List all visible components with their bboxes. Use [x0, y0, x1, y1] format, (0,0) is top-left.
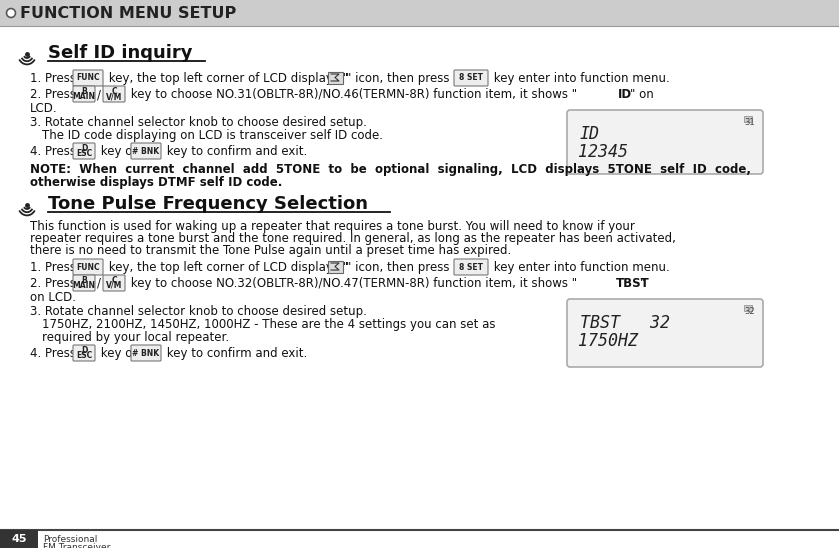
Text: C: C [112, 276, 117, 285]
FancyBboxPatch shape [744, 305, 753, 311]
Text: 12345: 12345 [578, 143, 628, 161]
Text: key, the top left corner of LCD displays ": key, the top left corner of LCD displays… [105, 72, 348, 85]
Text: ID: ID [580, 125, 600, 143]
Text: 4. Press: 4. Press [30, 145, 76, 158]
Text: NOTE:  When  current  channel  add  5TONE  to  be  optional  signaling,  LCD  di: NOTE: When current channel add 5TONE to … [30, 163, 751, 176]
Text: required by your local repeater.: required by your local repeater. [42, 331, 229, 344]
Text: Professional: Professional [43, 535, 97, 544]
Text: " on: " on [630, 88, 654, 101]
FancyBboxPatch shape [73, 70, 103, 86]
Text: repeater requires a tone burst and the tone required. In general, as long as the: repeater requires a tone burst and the t… [30, 232, 676, 245]
Text: TBST   32: TBST 32 [580, 314, 670, 332]
Text: Self ID inquiry: Self ID inquiry [48, 44, 192, 62]
Text: ESC: ESC [76, 351, 92, 360]
FancyBboxPatch shape [567, 110, 763, 174]
Text: key to confirm and exit.: key to confirm and exit. [163, 145, 307, 158]
Text: # BNK: # BNK [133, 349, 159, 357]
Text: ESC: ESC [76, 149, 92, 158]
Text: /: / [97, 88, 101, 101]
Text: key or: key or [97, 347, 138, 360]
Text: key to choose NO.31(OBLTR-8R)/NO.46(TERMN-8R) function item, it shows ": key to choose NO.31(OBLTR-8R)/NO.46(TERM… [127, 88, 577, 101]
Text: 2. Press: 2. Press [30, 277, 76, 290]
Text: Tone Pulse Frequency Selection: Tone Pulse Frequency Selection [48, 195, 368, 213]
Text: 3. Rotate channel selector knob to choose desired setup.: 3. Rotate channel selector knob to choos… [30, 116, 367, 129]
Text: C: C [112, 87, 117, 96]
Text: FUNC: FUNC [76, 262, 100, 271]
Text: 32: 32 [744, 307, 755, 316]
Text: ID: ID [618, 88, 632, 101]
Text: B: B [81, 87, 87, 96]
Text: 1750HZ: 1750HZ [578, 332, 638, 350]
Text: key enter into function menu.: key enter into function menu. [490, 261, 670, 274]
Text: there is no need to transmit the Tone Pulse again until a preset time has expire: there is no need to transmit the Tone Pu… [30, 244, 511, 257]
Text: 4. Press: 4. Press [30, 347, 76, 360]
FancyBboxPatch shape [131, 143, 161, 159]
Text: key enter into function menu.: key enter into function menu. [490, 72, 670, 85]
Text: TBST: TBST [616, 277, 649, 290]
Text: FUNC: FUNC [76, 73, 100, 83]
Text: D: D [81, 346, 87, 355]
Text: " icon, then press: " icon, then press [346, 72, 450, 85]
FancyBboxPatch shape [73, 86, 95, 102]
FancyBboxPatch shape [103, 275, 125, 291]
Text: /: / [97, 277, 101, 290]
FancyBboxPatch shape [327, 71, 342, 83]
Text: The ID code displaying on LCD is transceiver self ID code.: The ID code displaying on LCD is transce… [42, 129, 383, 142]
FancyBboxPatch shape [103, 86, 125, 102]
Text: LCD.: LCD. [30, 102, 58, 115]
FancyBboxPatch shape [454, 259, 488, 275]
Text: # BNK: # BNK [133, 146, 159, 156]
Circle shape [7, 9, 15, 18]
Text: key or: key or [97, 145, 138, 158]
Text: ": " [640, 277, 645, 290]
FancyBboxPatch shape [73, 259, 103, 275]
Text: 8 SET: 8 SET [459, 262, 483, 271]
Text: FM Transceiver: FM Transceiver [43, 543, 111, 548]
Text: 3. Rotate channel selector knob to choose desired setup.: 3. Rotate channel selector knob to choos… [30, 305, 367, 318]
Text: V/M: V/M [106, 281, 122, 290]
Text: " icon, then press: " icon, then press [346, 261, 450, 274]
Text: MAIN: MAIN [72, 92, 96, 101]
Text: 1750HZ, 2100HZ, 1450HZ, 1000HZ - These are the 4 settings you can set as: 1750HZ, 2100HZ, 1450HZ, 1000HZ - These a… [42, 318, 496, 331]
Text: 45: 45 [11, 534, 27, 544]
Text: FUNCTION MENU SETUP: FUNCTION MENU SETUP [20, 5, 237, 20]
FancyBboxPatch shape [567, 299, 763, 367]
Text: on LCD.: on LCD. [30, 291, 76, 304]
Text: key to choose NO.32(OBLTR-8R)/NO.47(TERMN-8R) function item, it shows ": key to choose NO.32(OBLTR-8R)/NO.47(TERM… [127, 277, 577, 290]
FancyBboxPatch shape [73, 275, 95, 291]
FancyBboxPatch shape [744, 116, 753, 122]
Text: MAIN: MAIN [72, 281, 96, 290]
Text: key, the top left corner of LCD displays ": key, the top left corner of LCD displays… [105, 261, 348, 274]
FancyBboxPatch shape [131, 345, 161, 361]
Text: V/M: V/M [106, 92, 122, 101]
Text: B: B [81, 276, 87, 285]
Text: key to confirm and exit.: key to confirm and exit. [163, 347, 307, 360]
FancyBboxPatch shape [0, 0, 839, 26]
Text: 1. Press: 1. Press [30, 72, 76, 85]
FancyBboxPatch shape [73, 143, 95, 159]
FancyBboxPatch shape [327, 260, 342, 272]
Text: otherwise displays DTMF self ID code.: otherwise displays DTMF self ID code. [30, 176, 283, 189]
Text: 8 SET: 8 SET [459, 73, 483, 83]
FancyBboxPatch shape [73, 345, 95, 361]
Text: D: D [81, 144, 87, 153]
Text: This function is used for waking up a repeater that requires a tone burst. You w: This function is used for waking up a re… [30, 220, 635, 233]
Text: 2. Press: 2. Press [30, 88, 76, 101]
Text: 1. Press: 1. Press [30, 261, 76, 274]
Text: 31: 31 [744, 118, 755, 127]
FancyBboxPatch shape [0, 530, 38, 548]
FancyBboxPatch shape [454, 70, 488, 86]
